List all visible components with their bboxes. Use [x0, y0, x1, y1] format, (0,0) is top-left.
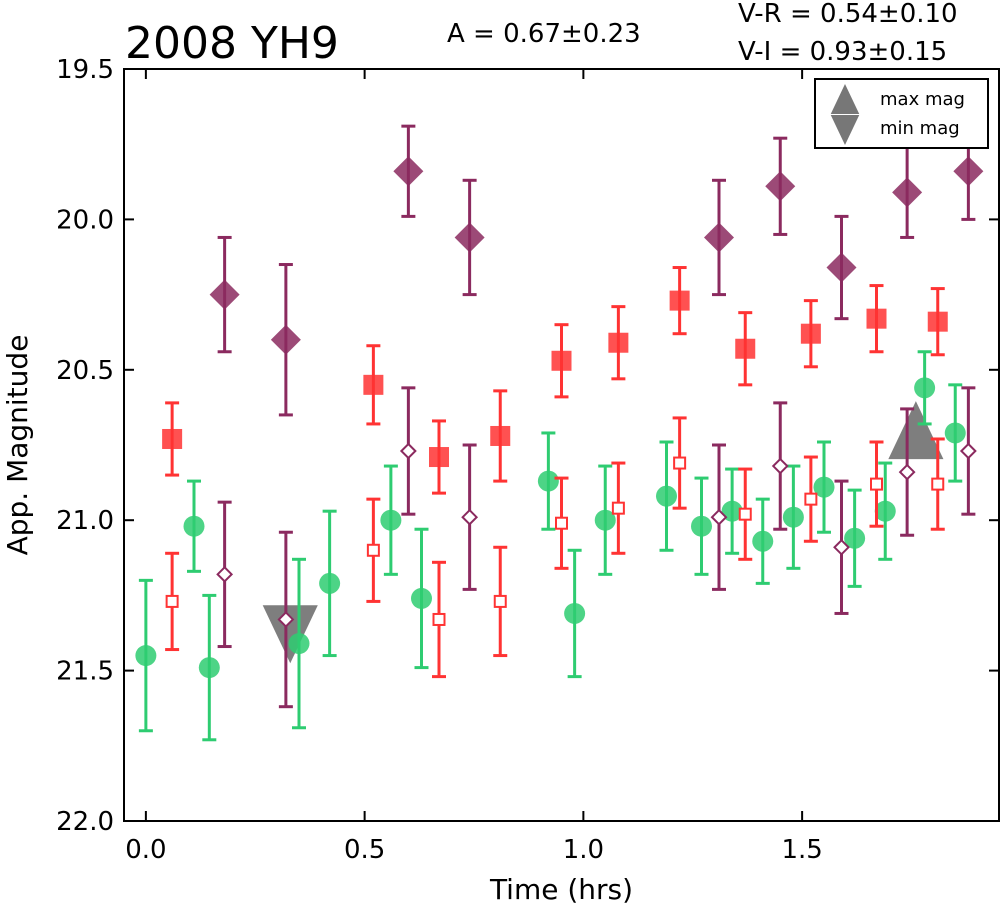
data-point	[183, 515, 205, 537]
data-point	[363, 374, 384, 395]
v-r-annotation: V-R = 0.54±0.10	[738, 0, 958, 29]
data-point	[493, 594, 507, 608]
x-tick-label: 1.0	[563, 835, 604, 865]
data-point	[216, 565, 234, 583]
data-point	[721, 500, 743, 522]
data-point	[953, 156, 984, 187]
series-0	[135, 350, 966, 742]
data-point	[461, 508, 479, 526]
data-point	[898, 463, 916, 481]
data-point	[490, 425, 511, 446]
x-tick-label: 0.5	[344, 835, 385, 865]
max-mag-marker	[888, 401, 944, 460]
v-i-annotation: V-I = 0.93±0.15	[738, 37, 947, 67]
data-point	[429, 447, 449, 468]
data-point	[944, 422, 966, 444]
data-point	[866, 308, 887, 329]
data-point	[393, 156, 424, 187]
data-point	[844, 527, 866, 549]
data-point	[959, 442, 977, 460]
data-point	[411, 587, 432, 609]
data-point	[555, 516, 568, 530]
data-point	[656, 485, 677, 507]
data-point	[669, 290, 690, 311]
data-point	[537, 470, 559, 492]
data-point	[454, 222, 485, 253]
data-point	[288, 633, 310, 655]
data-point	[551, 350, 572, 371]
data-point	[710, 508, 728, 526]
plot-area	[135, 121, 984, 742]
y-axis: 19.5 20.0 20.5 21.0 21.5 22.0	[56, 55, 999, 837]
legend-max-mag-icon	[830, 84, 860, 114]
data-point	[277, 611, 295, 628]
y-tick-label: 22.0	[56, 807, 114, 837]
data-point	[209, 279, 240, 310]
x-axis: 0.0 0.5 1.0 1.5	[125, 69, 823, 865]
data-point	[931, 477, 945, 491]
data-point	[800, 323, 821, 344]
series-2	[165, 416, 945, 679]
plot-frame	[123, 68, 1000, 822]
data-point	[366, 543, 380, 557]
y-tick-label: 20.5	[56, 356, 114, 386]
data-point	[399, 442, 417, 460]
min-mag-marker	[262, 605, 318, 664]
data-point	[691, 515, 712, 537]
data-point	[826, 252, 857, 283]
series-4	[216, 386, 977, 709]
data-point	[611, 501, 625, 515]
data-point	[782, 506, 804, 528]
series-1	[162, 266, 948, 495]
data-point	[813, 476, 835, 498]
legend-max-mag-label: max mag	[880, 89, 965, 110]
data-point	[704, 222, 734, 253]
data-point	[594, 509, 616, 531]
data-point	[804, 492, 818, 506]
amplitude-annotation: A = 0.67±0.23	[447, 19, 641, 49]
data-point	[135, 645, 157, 667]
data-point	[673, 456, 687, 470]
data-point	[564, 602, 586, 624]
x-axis-label: Time (hrs)	[489, 873, 633, 904]
y-tick-label: 21.5	[56, 657, 114, 687]
data-point	[771, 457, 789, 475]
data-point	[608, 332, 629, 353]
legend-min-mag-label: min mag	[880, 118, 960, 139]
data-point	[833, 538, 850, 556]
data-point	[432, 612, 446, 626]
data-point	[380, 509, 402, 531]
legend: max mag min mag	[814, 78, 989, 149]
y-tick-label: 21.0	[56, 506, 114, 536]
y-axis-label: App. Magnitude	[1, 335, 34, 556]
data-point	[927, 311, 948, 332]
x-tick-label: 1.5	[781, 835, 822, 865]
legend-min-mag-icon	[830, 115, 860, 145]
data-point	[765, 171, 796, 202]
y-tick-label: 19.5	[56, 55, 114, 85]
data-point	[874, 500, 896, 522]
data-point	[319, 572, 341, 594]
data-point	[752, 530, 774, 552]
data-point	[914, 377, 936, 399]
data-point	[870, 477, 883, 491]
data-point	[738, 507, 752, 521]
data-point	[892, 177, 923, 208]
x-tick-label: 0.0	[125, 835, 166, 865]
data-point	[162, 428, 183, 449]
chart-title: 2008 YH9	[125, 18, 339, 69]
data-point	[165, 594, 179, 608]
data-point	[735, 338, 756, 359]
series-3	[209, 121, 984, 417]
data-point	[270, 324, 301, 355]
y-tick-label: 20.0	[56, 205, 114, 235]
data-point	[198, 657, 220, 679]
